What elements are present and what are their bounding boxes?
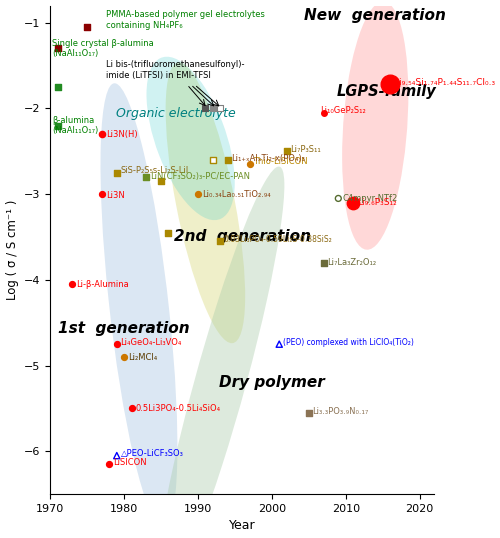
Point (164, 229, 172, 237)
Point (202, 104, 209, 113)
Point (113, 340, 121, 349)
Point (157, 177, 165, 186)
Text: Dry polymer: Dry polymer (219, 375, 324, 390)
Text: Li₁₊ₓAlₓTi₂-x(PO₄)₃: Li₁₊ₓAlₓTi₂-x(PO₄)₃ (231, 154, 305, 162)
Point (106, 460, 114, 469)
Text: (PEO) complexed with LiClO₄(TiO₂): (PEO) complexed with LiClO₄(TiO₂) (283, 338, 414, 347)
Text: Organic electrolyte: Organic electrolyte (116, 107, 236, 120)
Text: C4mpyr-NTf2: C4mpyr-NTf2 (342, 194, 398, 203)
Text: 1st  generation: 1st generation (58, 321, 190, 336)
Point (246, 160, 254, 168)
Text: 0.5Li3PO₄-0.5Li₄SiO₄: 0.5Li3PO₄-0.5Li₄SiO₄ (136, 404, 220, 413)
Point (98, 190, 106, 199)
Text: Li₂MCl₄: Li₂MCl₄ (128, 352, 157, 362)
Point (54, 121, 62, 130)
Point (216, 104, 224, 113)
Text: Li₁₀GeP₂S₁₂: Li₁₀GeP₂S₁₂ (320, 107, 366, 116)
Text: Li₀.₃₄La₀.₅₁TiO₂.₉₄: Li₀.₃₄La₀.₅₁TiO₂.₉₄ (202, 189, 270, 199)
Point (209, 155, 217, 164)
Point (120, 353, 128, 362)
Point (216, 237, 224, 245)
Point (320, 258, 328, 267)
Point (386, 80, 394, 89)
Text: 0.03Li₃PO₄-0.59Li₂S-0.38SiS₂: 0.03Li₃PO₄-0.59Li₂S-0.38SiS₂ (224, 235, 332, 244)
Ellipse shape (146, 56, 235, 220)
Point (349, 199, 357, 207)
Point (282, 147, 290, 155)
Text: β-alumina
(NaAl₁₁O₁₇): β-alumina (NaAl₁₁O₁₇) (52, 116, 98, 135)
Point (113, 168, 121, 177)
Y-axis label: Log ( σ / S cm⁻¹ ): Log ( σ / S cm⁻¹ ) (6, 200, 18, 300)
Point (305, 408, 313, 417)
Ellipse shape (100, 83, 178, 528)
Text: Li3N(H): Li3N(H) (106, 130, 138, 139)
Point (142, 173, 150, 181)
Text: Single crystal β-alumina
(NaAl₁₁O₁₇): Single crystal β-alumina (NaAl₁₁O₁₇) (52, 39, 154, 58)
Text: Li₉.₅₄Si₁.₇₄P₁.₄₄S₁₁.₇Cl₀.₃: Li₉.₅₄Si₁.₇₄P₁.₄₄S₁₁.₇Cl₀.₃ (394, 78, 495, 87)
Ellipse shape (166, 62, 245, 343)
Text: Li₄GeO₄-Li₃VO₄: Li₄GeO₄-Li₃VO₄ (120, 338, 182, 347)
X-axis label: Year: Year (229, 520, 256, 533)
Text: Li₇La₃Zr₂O₁₂: Li₇La₃Zr₂O₁₂ (327, 258, 376, 267)
Ellipse shape (156, 167, 284, 538)
Point (54, 44, 62, 53)
Point (68, 280, 76, 288)
Ellipse shape (342, 2, 408, 250)
Point (275, 340, 283, 349)
Point (320, 108, 328, 117)
Point (54, 83, 62, 91)
Point (128, 404, 136, 413)
Text: New  generation: New generation (304, 8, 446, 23)
Text: LiSICON: LiSICON (113, 458, 146, 467)
Text: Thio-LiSICON: Thio-LiSICON (254, 157, 308, 166)
Text: PMMA-based polymer gel electrolytes
containing NH₄PF₆: PMMA-based polymer gel electrolytes cont… (106, 10, 264, 30)
Text: △PEO-LiCF₃SO₃: △PEO-LiCF₃SO₃ (120, 449, 184, 458)
Text: Li₃.₃PO₃.₉N₀.₁₇: Li₃.₃PO₃.₉N₀.₁₇ (312, 407, 368, 415)
Text: Li bis-(trifluoromethanesulfonyl)-
imide (LiTFSI) in EMI-TFSI: Li bis-(trifluoromethanesulfonyl)- imide… (106, 60, 244, 80)
Point (98, 130, 106, 138)
Text: SiS-P₂S₅s-Li₂S-LiI: SiS-P₂S₅s-Li₂S-LiI (120, 166, 188, 175)
Point (113, 451, 121, 460)
Text: Li₉.₆P₃S₁₂: Li₉.₆P₃S₁₂ (357, 198, 397, 207)
Point (334, 194, 342, 203)
Text: Li-β-Alumina: Li-β-Alumina (76, 280, 129, 289)
Point (224, 155, 232, 164)
Point (194, 190, 202, 199)
Text: Li3N: Li3N (106, 192, 124, 200)
Text: LiN(CF₃SO₂)₃-PC/EC-PAN: LiN(CF₃SO₂)₃-PC/EC-PAN (150, 173, 250, 181)
Text: Li₇P₃S₁₁: Li₇P₃S₁₁ (290, 145, 321, 154)
Point (209, 104, 217, 113)
Point (84, 23, 92, 31)
Text: 2nd  generation: 2nd generation (174, 229, 311, 244)
Text: LGPS-family: LGPS-family (336, 83, 436, 98)
